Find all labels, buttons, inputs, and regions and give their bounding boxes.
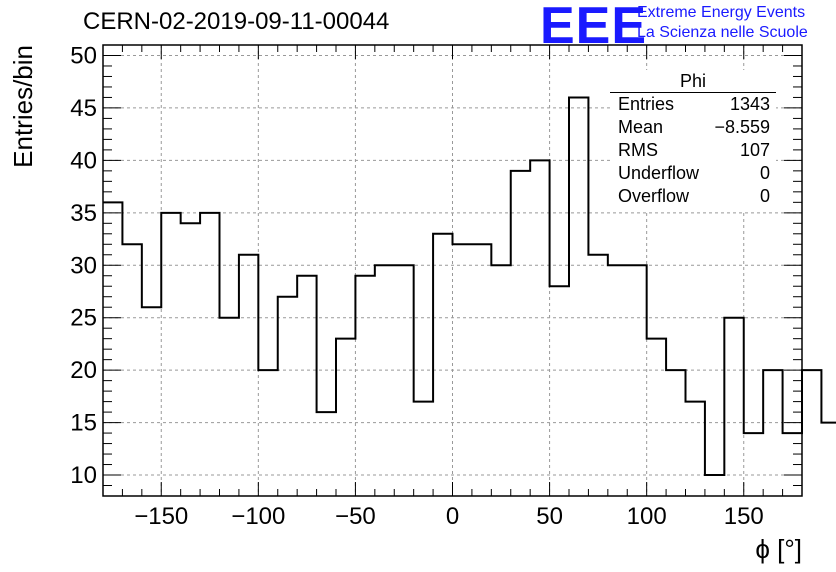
stats-row-mean: Mean −8.559 — [610, 116, 776, 139]
x-tick-label: 100 — [627, 503, 667, 530]
y-tick-label: 45 — [70, 95, 97, 122]
x-axis-label: ϕ [°] — [755, 534, 802, 564]
y-tick-label: 20 — [70, 357, 97, 384]
y-tick-label: 25 — [70, 305, 97, 332]
x-tick-label: 50 — [536, 503, 563, 530]
stats-value: 1343 — [729, 94, 770, 114]
histogram-line — [103, 96, 836, 477]
y-tick-label: 40 — [70, 147, 97, 174]
stats-row-rms: RMS 107 — [610, 139, 776, 162]
logo-line-1: Extreme Energy Events — [637, 4, 806, 21]
y-tick-label: 35 — [70, 200, 97, 227]
stats-row-overflow: Overflow 0 — [610, 185, 776, 208]
x-tick-label: −150 — [134, 503, 188, 530]
y-axis-label: Entries/bin — [8, 45, 38, 168]
x-tick-label: −100 — [231, 503, 285, 530]
stats-value: −8.559 — [714, 117, 770, 137]
stats-label: Underflow — [618, 163, 700, 183]
x-tick-label: −50 — [335, 503, 376, 530]
stats-title: Phi — [610, 70, 776, 93]
stats-value: 0 — [759, 186, 770, 206]
stats-row-underflow: Underflow 0 — [610, 162, 776, 185]
logo-line-2: La Scienza nelle Scuole — [637, 24, 808, 41]
y-tick-label: 30 — [70, 252, 97, 279]
x-tick-label: 0 — [446, 503, 459, 530]
stats-row-entries: Entries 1343 — [610, 93, 776, 116]
stats-label: Mean — [618, 117, 664, 137]
y-tick-label: 15 — [70, 410, 97, 437]
stats-label: Entries — [618, 94, 675, 114]
stats-box: Phi Entries 1343 Mean −8.559 RMS 107 Und… — [610, 70, 776, 210]
y-tick-label: 50 — [70, 42, 97, 69]
chart-title: CERN-02-2019-09-11-00044 — [83, 8, 390, 35]
stats-label: RMS — [618, 140, 658, 160]
stats-label: Overflow — [618, 186, 690, 206]
stats-value: 107 — [739, 140, 770, 160]
y-tick-label: 10 — [70, 462, 97, 489]
eee-logo: EEE — [540, 0, 648, 55]
x-tick-label: 150 — [724, 503, 764, 530]
stats-value: 0 — [759, 163, 770, 183]
